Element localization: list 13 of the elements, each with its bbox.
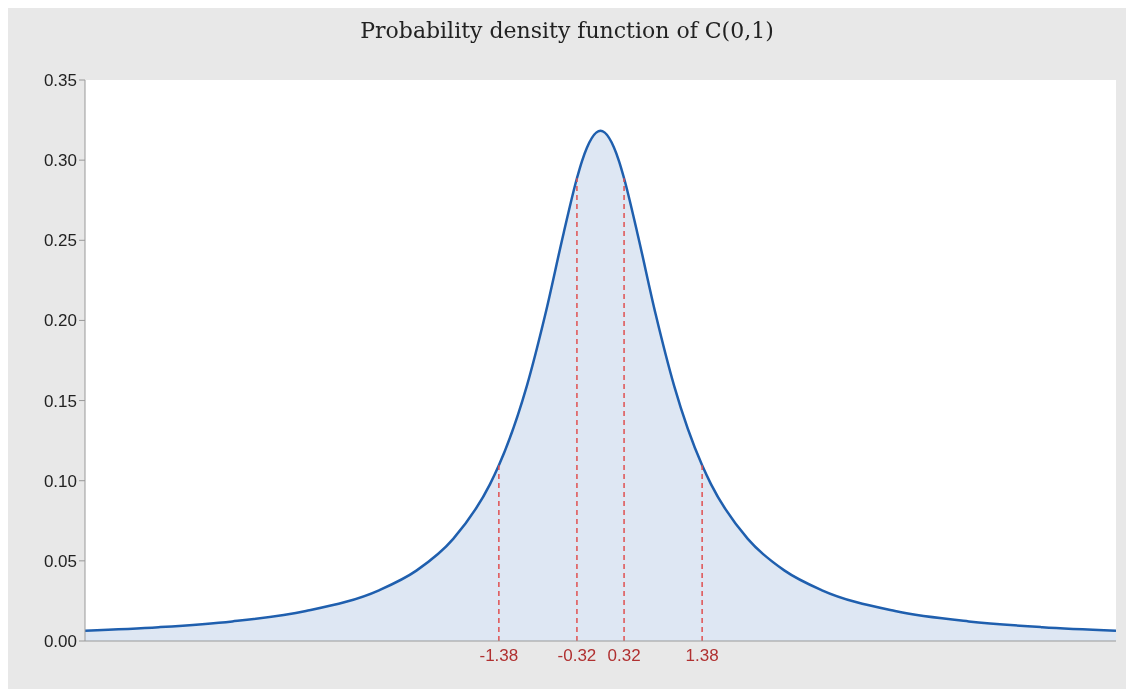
ref-line-label: 1.38	[685, 646, 719, 665]
ref-line-label: -1.38	[479, 646, 519, 665]
y-tick-label: 0.20	[43, 311, 77, 331]
y-tick-label: 0.35	[43, 71, 77, 91]
ref-line-label: -0.32	[557, 646, 597, 665]
y-tick-label: 0.00	[43, 632, 77, 652]
ref-line-label: 0.32	[607, 646, 641, 665]
y-tick-label: 0.15	[43, 391, 77, 411]
chart-title: Probability density function of C(0,1)	[359, 17, 775, 45]
y-tick-label: 0.25	[43, 231, 77, 251]
y-tick-label: 0.30	[43, 151, 77, 171]
y-tick-label: 0.10	[43, 471, 77, 491]
y-tick-label: 0.05	[43, 551, 77, 571]
